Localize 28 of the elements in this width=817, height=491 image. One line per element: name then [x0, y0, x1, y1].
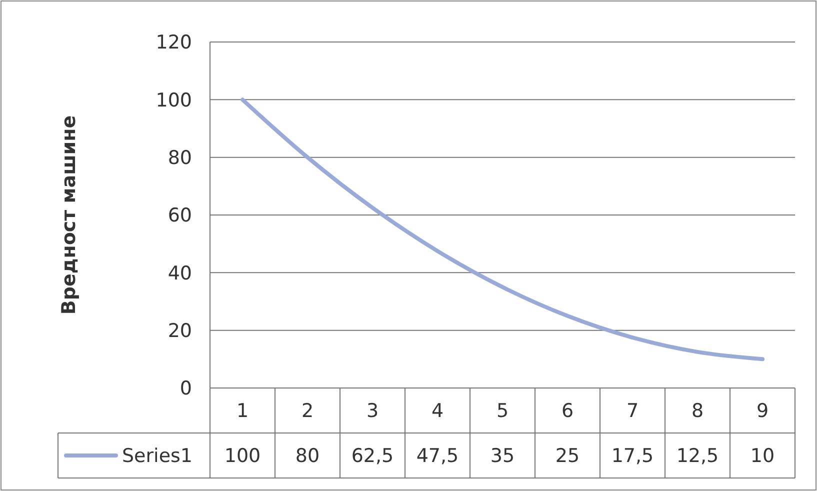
x-tick-label: 2: [301, 400, 314, 422]
x-tick-label: 3: [366, 400, 379, 422]
data-label: 100: [224, 445, 261, 468]
x-tick-label: 6: [561, 400, 574, 422]
x-tick-label: 9: [756, 400, 769, 422]
data-label: 47,5: [416, 445, 459, 468]
data-label: 25: [555, 445, 580, 468]
y-tick-label: 60: [168, 204, 192, 227]
x-tick-label: 5: [496, 400, 509, 422]
data-label: 80: [295, 445, 320, 468]
y-tick-label: 0: [180, 378, 192, 400]
x-tick-label: 7: [626, 400, 639, 422]
data-label: 10: [750, 445, 775, 468]
data-label: 35: [490, 445, 515, 468]
x-tick-label: 8: [691, 400, 704, 422]
y-tick-label: 100: [156, 89, 192, 112]
x-tick-label: 4: [431, 400, 444, 422]
data-label: 12,5: [676, 445, 719, 468]
y-axis-title: Вредност машине: [58, 115, 80, 315]
y-tick-label: 20: [168, 320, 192, 342]
x-tick-label: 1: [236, 400, 249, 422]
y-tick-label: 120: [156, 32, 192, 54]
y-tick-label: 40: [168, 262, 192, 284]
y-tick-label: 80: [168, 146, 192, 169]
data-label: 17,5: [611, 445, 654, 468]
data-label: 62,5: [351, 445, 394, 468]
line-series: [240, 98, 764, 362]
legend-label: Series1: [122, 445, 193, 468]
